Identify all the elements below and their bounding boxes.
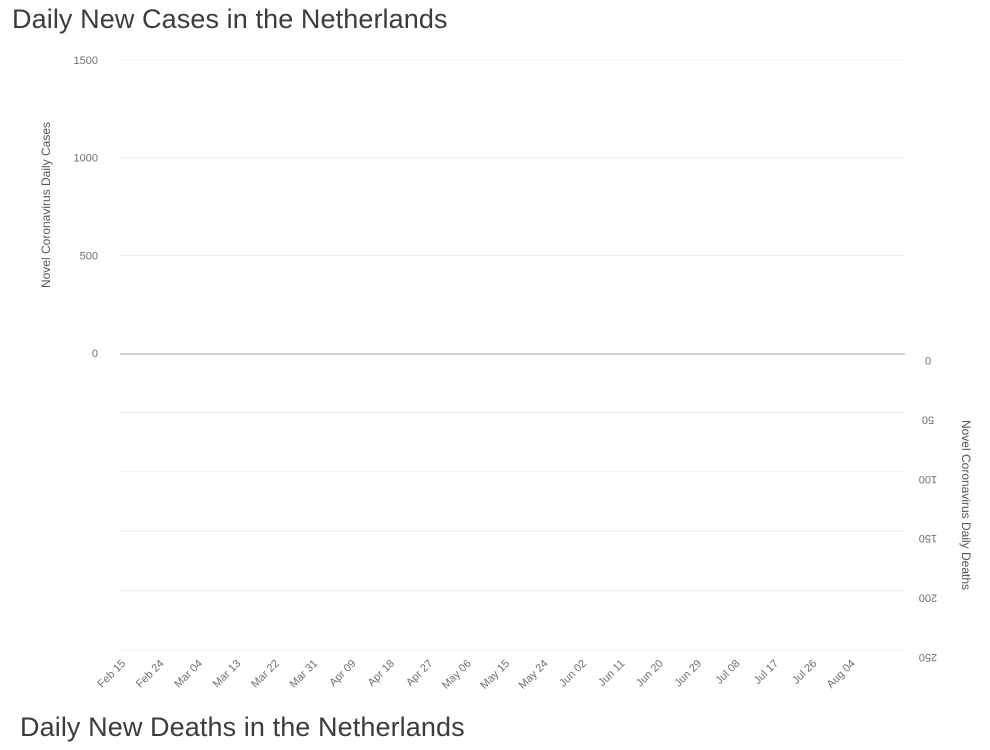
x-tick-label: Mar 31 — [288, 658, 321, 691]
x-tick-label: Jul 26 — [790, 658, 819, 687]
cases-y-axis-label: Novel Coronavirus Daily Cases — [39, 122, 53, 288]
cases-y-tick-label: 0 — [92, 348, 98, 360]
deaths-y-tick-label: 200 — [919, 592, 937, 604]
x-tick-label: May 24 — [517, 658, 551, 692]
x-tick-label: Aug 04 — [825, 658, 858, 691]
deaths-y-tick-label: 100 — [919, 473, 937, 485]
deaths-y-tick-label: 0 — [925, 354, 931, 366]
cases-y-tick-label: 1500 — [74, 55, 98, 67]
x-tick-label: Feb 24 — [134, 658, 167, 691]
x-tick-label: Jul 08 — [713, 658, 742, 687]
x-tick-label: Jun 20 — [634, 658, 666, 690]
chart-title-deaths: Daily New Deaths in the Netherlands — [20, 712, 465, 742]
x-tick-label: Mar 13 — [211, 658, 244, 691]
x-tick-label: Apr 27 — [404, 658, 435, 689]
gridlines — [120, 59, 905, 651]
x-tick-label: Jul 17 — [752, 658, 781, 687]
cases-y-tick-label: 500 — [80, 250, 98, 262]
x-tick-label: Apr 18 — [366, 658, 397, 689]
x-tick-label: Jun 02 — [557, 658, 589, 690]
x-tick-label: May 06 — [440, 658, 474, 692]
deaths-y-tick-label: 150 — [919, 532, 937, 544]
deaths-y-axis-label: Novel Coronavirus Daily Deaths — [959, 420, 973, 590]
x-tick-label: May 15 — [478, 658, 512, 692]
x-tick-label: Jun 29 — [672, 658, 704, 690]
deaths-y-tick-label: 250 — [919, 651, 937, 663]
x-tick-label: Apr 09 — [327, 658, 358, 689]
x-tick-label: Jun 11 — [596, 658, 627, 689]
x-tick-label: Feb 15 — [96, 658, 129, 691]
cases-y-tick-label: 1000 — [74, 153, 98, 165]
chart-title-cases: Daily New Cases in the Netherlands — [12, 4, 448, 34]
x-tick-label: Mar 04 — [172, 658, 205, 691]
x-tick-label: Mar 22 — [249, 658, 282, 691]
deaths-y-tick-label: 50 — [922, 413, 934, 425]
